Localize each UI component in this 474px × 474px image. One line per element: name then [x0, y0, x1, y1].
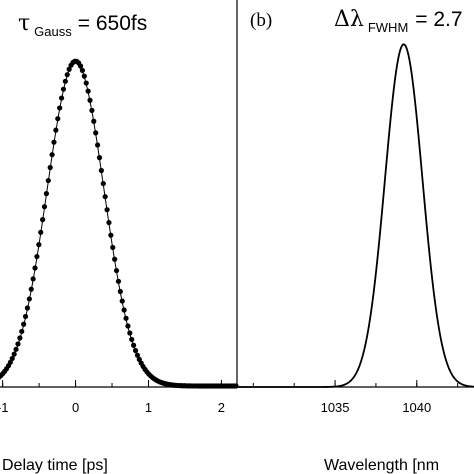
- x-tick-label: 2: [218, 400, 225, 415]
- data-point: [85, 88, 91, 94]
- data-point: [113, 267, 120, 274]
- data-point: [102, 194, 108, 200]
- data-point: [38, 229, 44, 235]
- data-point: [83, 80, 89, 86]
- data-point: [11, 351, 17, 357]
- data-point: [110, 244, 116, 251]
- data-point: [123, 315, 129, 321]
- data-point: [45, 177, 51, 184]
- panel-b-title-subscript: FWHM: [368, 20, 408, 35]
- panel-b-title-rest: = 2.7: [415, 8, 462, 31]
- data-point: [64, 72, 70, 78]
- data-point: [41, 204, 48, 210]
- panel-b-title-symbol: Δλ: [334, 7, 364, 32]
- data-point: [98, 167, 104, 174]
- x-tick-label: 1040: [402, 400, 431, 415]
- data-point: [129, 336, 135, 343]
- data-point: [47, 164, 53, 171]
- data-point: [57, 105, 63, 111]
- data-point: [21, 321, 27, 327]
- x-tick-label: 1035: [321, 400, 350, 415]
- panel-a-title: τ Gauss = 650fs: [18, 11, 147, 40]
- data-point: [117, 288, 123, 295]
- data-point: [22, 313, 29, 320]
- data-point: [127, 330, 133, 336]
- data-point: [91, 118, 97, 124]
- data-point: [81, 73, 87, 79]
- fit-curve: [0, 61, 236, 388]
- data-point: [58, 95, 65, 101]
- panel-b-spectrum: [237, 43, 474, 388]
- panel-b-x-ticks: 1035 1040: [252, 380, 459, 415]
- data-point: [24, 305, 31, 311]
- data-point: [119, 298, 125, 304]
- panel-a-title-rest: = 650fs: [78, 12, 147, 35]
- data-point: [28, 286, 34, 292]
- panel-b-title: Δλ FWHM = 2.7: [334, 7, 463, 36]
- data-point: [40, 217, 46, 223]
- data-point: [62, 78, 68, 84]
- data-point: [15, 341, 21, 347]
- data-point: [26, 296, 32, 302]
- panel-a-title-subscript: Gauss: [34, 24, 72, 39]
- data-point: [106, 219, 112, 226]
- panel-a-title-symbol: τ: [18, 11, 30, 36]
- panel-a-fit-line: [0, 61, 236, 388]
- data-point: [104, 207, 110, 213]
- data-point: [79, 67, 86, 73]
- data-point: [87, 97, 93, 103]
- data-point: [30, 276, 36, 282]
- data-point: [125, 323, 131, 329]
- data-point: [134, 352, 141, 358]
- data-point: [49, 152, 55, 158]
- data-point: [55, 116, 61, 122]
- data-point: [66, 66, 72, 72]
- data-point: [36, 242, 42, 248]
- panel-a-x-ticks: -1 0 1 2: [0, 380, 225, 415]
- data-point: [121, 307, 127, 313]
- data-point: [60, 86, 67, 92]
- panel-b-label: (b): [250, 10, 272, 31]
- panel-a-data-points: [0, 58, 239, 389]
- data-point: [43, 191, 50, 197]
- panel-b-x-axis-label: Wavelength [nm: [324, 457, 439, 474]
- spectrum-curve: [237, 43, 474, 388]
- data-point: [17, 335, 23, 341]
- data-point: [93, 130, 99, 136]
- data-point: [34, 253, 40, 260]
- data-point: [115, 278, 122, 284]
- data-point: [131, 342, 137, 348]
- data-point: [51, 139, 57, 145]
- data-point: [89, 107, 95, 113]
- data-point: [53, 127, 59, 133]
- data-point: [112, 256, 118, 262]
- x-tick-label: 0: [72, 400, 79, 415]
- data-point: [13, 346, 19, 352]
- x-tick-label: 1: [145, 400, 152, 415]
- x-tick-label: -1: [0, 400, 8, 415]
- data-point: [100, 180, 106, 187]
- data-point: [108, 232, 114, 238]
- data-point: [77, 63, 84, 69]
- data-point: [96, 155, 103, 161]
- panel-a-x-axis-label: Delay time [ps]: [2, 457, 108, 474]
- data-point: [132, 347, 139, 354]
- data-point: [94, 142, 101, 148]
- data-point: [9, 355, 15, 362]
- data-point: [32, 265, 38, 271]
- data-point: [19, 328, 25, 335]
